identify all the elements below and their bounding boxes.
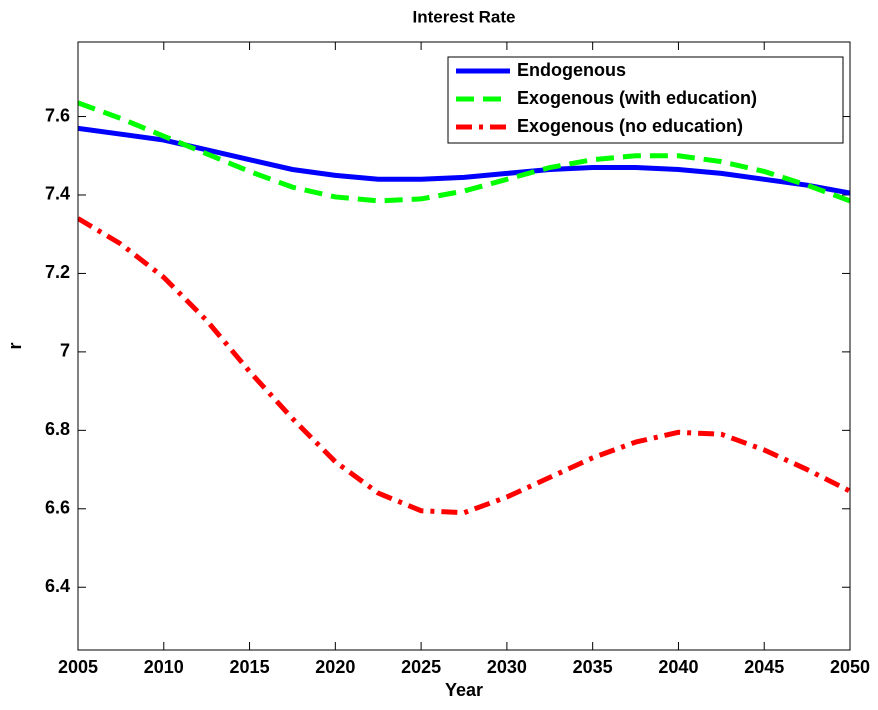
x-tick-label: 2010 [144, 657, 184, 677]
x-tick-label: 2025 [401, 657, 441, 677]
data-line [78, 125, 850, 196]
axes-box [77, 41, 851, 651]
x-tick-label: 2020 [315, 657, 355, 677]
y-tick-label: 7 [60, 341, 70, 361]
x-tick-label: 2050 [830, 657, 870, 677]
chart-title: Interest Rate [413, 7, 516, 26]
x-tick-label: 2045 [744, 657, 784, 677]
legend-label: Endogenous [517, 60, 626, 80]
legend-label: Exogenous (no education) [517, 116, 743, 136]
x-tick-label: 2040 [658, 657, 698, 677]
legend-box [447, 56, 844, 144]
x-tick-label: 2030 [487, 657, 527, 677]
y-tick-label: 7.2 [45, 262, 70, 282]
y-tick-label: 7.4 [45, 184, 70, 204]
y-axis-label: r [5, 342, 25, 349]
x-tick-label: 2035 [573, 657, 613, 677]
data-line [78, 216, 850, 516]
y-tick-label: 6.6 [45, 498, 70, 518]
legend-label: Exogenous (with education) [517, 88, 757, 108]
x-axis-label: Year [445, 680, 483, 700]
y-tick-label: 6.4 [45, 576, 70, 596]
data-line [78, 100, 850, 204]
y-tick-label: 7.6 [45, 105, 70, 125]
x-tick-label: 2015 [230, 657, 270, 677]
y-tick-label: 6.8 [45, 419, 70, 439]
x-tick-label: 2005 [58, 657, 98, 677]
